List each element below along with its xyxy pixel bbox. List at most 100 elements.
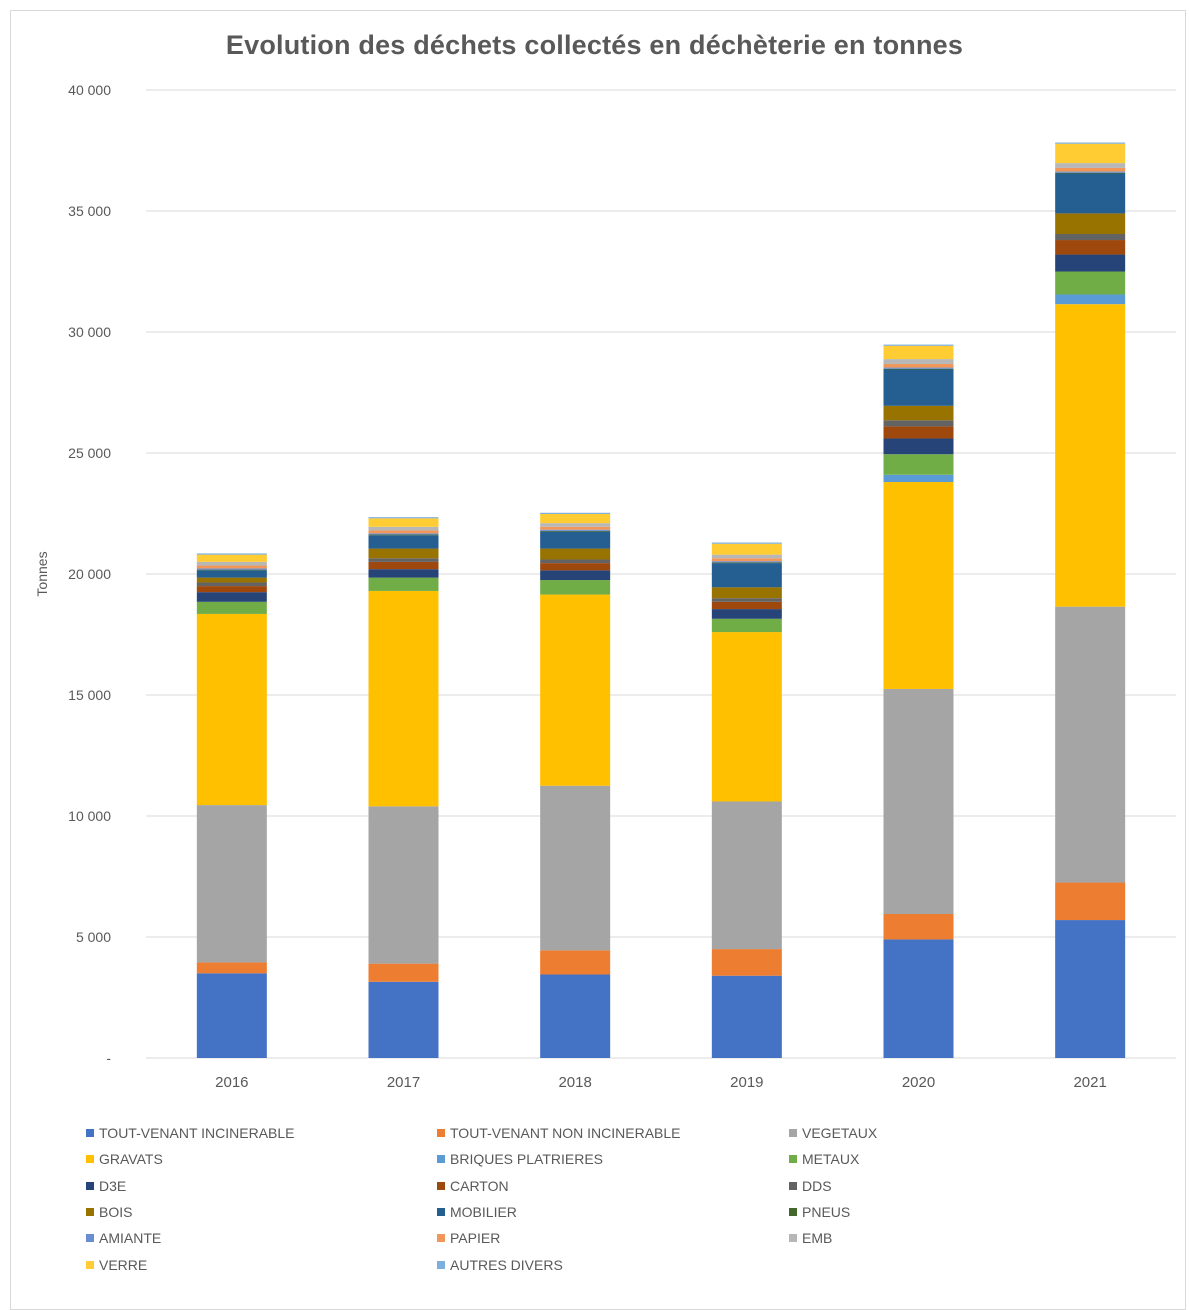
bar-segment (196, 582, 267, 587)
bar-segment (196, 568, 267, 570)
x-tick-label: 2017 (387, 1074, 420, 1091)
legend-label: CARTON (450, 1177, 509, 1194)
bar-segment (883, 438, 954, 455)
legend-label: AMIANTE (99, 1230, 162, 1247)
bar-segment (1055, 143, 1126, 164)
bar-segment (1055, 233, 1126, 241)
legend-swatch (789, 1207, 797, 1216)
legend-label: EMB (802, 1230, 833, 1247)
y-tick-label: 5 000 (76, 929, 111, 945)
bar-segment (883, 359, 954, 364)
bar-segment (883, 474, 954, 483)
legend-swatch (86, 1181, 94, 1190)
bar-segment (368, 558, 439, 562)
bar-segment (368, 526, 439, 531)
bar-segment (196, 805, 267, 963)
y-tick-label: 30 000 (68, 324, 111, 340)
bar-segment (883, 405, 954, 421)
bar-segment (711, 561, 782, 563)
bar-segment (711, 801, 782, 950)
bar-segment (883, 426, 954, 439)
legend-label: VERRE (99, 1256, 148, 1273)
bar-segment (711, 554, 782, 559)
bar-segment (540, 559, 611, 564)
legend-item: GRAVATS (86, 1150, 163, 1168)
bar-segment (1055, 167, 1126, 172)
bar-segment (540, 594, 611, 786)
bar-segment (540, 548, 611, 560)
bar-segment (196, 565, 267, 569)
legend-swatch (789, 1155, 797, 1164)
bar-segment (711, 601, 782, 610)
x-tick-label: 2021 (1073, 1074, 1106, 1091)
bar-segment (368, 518, 439, 527)
bar-segment (196, 601, 267, 614)
y-tick-label: 40 000 (68, 82, 111, 98)
bar-segment (883, 482, 954, 689)
bar-segment (196, 586, 267, 593)
legend-item: TOUT-VENANT NON INCINERABLE (437, 1124, 681, 1142)
bar-segment (368, 561, 439, 570)
chart-title: Evolution des déchets collectés en déchè… (225, 30, 964, 60)
bar-segment (711, 563, 782, 588)
bar-segment (368, 535, 439, 549)
bar-segment (368, 590, 439, 807)
bar-segment (883, 345, 954, 360)
bar-segment (368, 517, 439, 519)
bar-segment (711, 618, 782, 633)
bar-segment (1055, 171, 1126, 173)
bar-segment (883, 914, 954, 940)
legend-item: DDS (789, 1177, 832, 1195)
bar-segment (1055, 606, 1126, 883)
plot-area: - 5 000 10 000 15 000 20 000 25 000 30 000 35 0… (34, 82, 1176, 1091)
legend-item: METAUX (789, 1150, 859, 1168)
x-tick-label: 2016 (215, 1074, 248, 1091)
bar-segment (540, 523, 611, 527)
bar-segment (540, 950, 611, 975)
legend-item: D3E (86, 1177, 126, 1195)
bar-segment (540, 526, 611, 530)
bar-segment (540, 531, 611, 549)
bar-segment (1055, 271, 1126, 295)
bar-segment (368, 577, 439, 591)
bar-segment (540, 512, 611, 514)
bar-segment (540, 974, 611, 1058)
x-tick-label: 2020 (902, 1074, 935, 1091)
legend-swatch (437, 1260, 445, 1269)
bar-segment (1055, 172, 1126, 174)
bar-segment (368, 806, 439, 964)
bar-segment (883, 454, 954, 475)
bar-segment (883, 367, 954, 369)
bar-segment (368, 530, 439, 534)
bar-segment (1055, 294, 1126, 305)
bar-segment (196, 577, 267, 583)
legend-item: VERRE (86, 1256, 147, 1274)
bar-segment (368, 569, 439, 578)
bar-segment (883, 368, 954, 370)
legend-item: VEGETAUX (789, 1124, 877, 1142)
bar-segment (711, 975, 782, 1058)
legend-swatch (789, 1234, 797, 1243)
y-tick-label: 35 000 (68, 203, 111, 219)
bar-segment (711, 632, 782, 802)
bar-segment (196, 569, 267, 571)
bar-segment (1055, 304, 1126, 607)
bar-segment (368, 548, 439, 559)
bar-segment (883, 363, 954, 368)
bar-segment (711, 543, 782, 555)
legend-swatch (789, 1129, 797, 1137)
x-tick-label: 2018 (558, 1074, 591, 1091)
bar-segment (540, 785, 611, 951)
bar-segment (1055, 240, 1126, 255)
bar-segment (711, 562, 782, 564)
bar-segment (196, 613, 267, 806)
y-tick-label: 10 000 (68, 808, 111, 824)
bar-segment (540, 529, 611, 531)
y-tick-label: 15 000 (68, 687, 111, 703)
legend-label: D3E (99, 1177, 127, 1194)
bar-segment (196, 570, 267, 578)
bar-segment (1055, 882, 1126, 921)
legend-label: MOBILIER (450, 1203, 517, 1220)
x-tick-label: 2019 (730, 1074, 763, 1091)
y-tick-label: 20 000 (68, 566, 111, 582)
